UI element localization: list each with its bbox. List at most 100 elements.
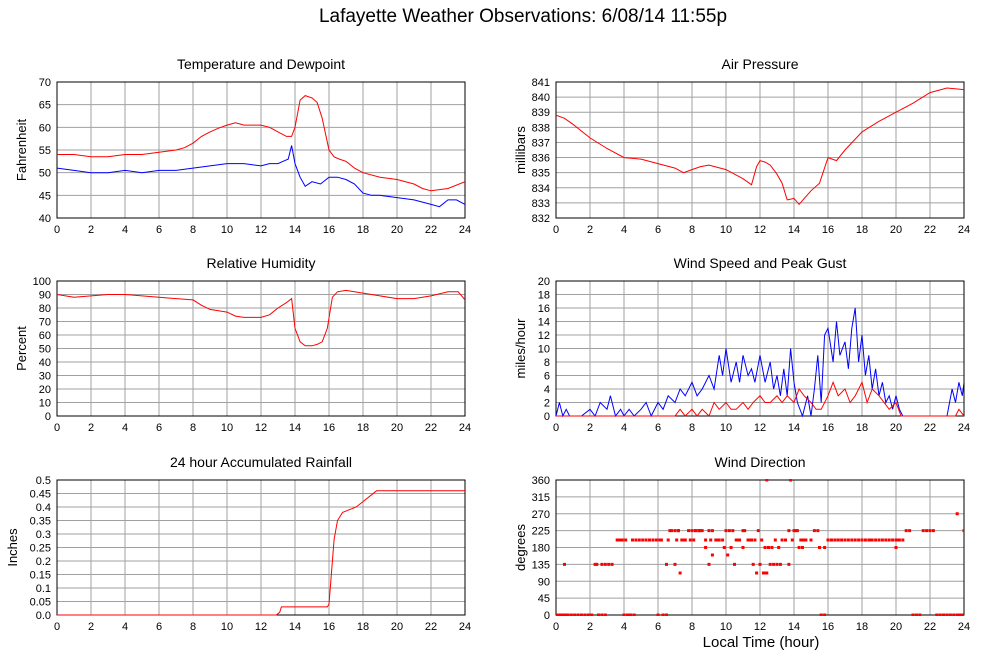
x-tick-label: 12 [754,224,766,236]
x-tick-label: 18 [856,422,868,434]
data-point [755,571,759,575]
data-point [869,538,872,542]
series-line-0 [556,87,964,206]
x-tick-label: 18 [357,422,369,434]
data-point [651,538,655,542]
data-point [911,613,915,616]
series-line-1 [556,380,964,417]
plot-frame [555,280,965,417]
chart-title: Wind Direction [714,454,805,470]
x-tick-label: 6 [655,422,661,434]
y-tick-label: 6 [544,371,550,383]
data-point [699,529,702,533]
x-tick-label: 0 [54,224,60,236]
y-tick-label: 836 [532,153,550,165]
x-tick-label: 2 [88,422,94,434]
x-tick-label: 24 [459,422,471,434]
data-point [857,538,861,542]
data-point [668,529,672,533]
data-point [683,538,687,542]
y-tick-label: 55 [39,145,51,157]
data-point [765,479,769,482]
data-point [795,529,799,533]
data-point [615,538,619,542]
data-point [829,538,833,542]
y-tick-label: 16 [538,303,550,315]
x-tick-label: 10 [720,621,732,633]
data-point [583,613,587,616]
data-point [918,613,922,616]
y-tick-label: 840 [532,92,550,104]
y-tick-label: 0.3 [36,529,51,541]
data-point [778,562,782,566]
x-tick-label: 24 [958,422,970,434]
y-tick-label: 90 [39,290,51,302]
y-tick-label: 837 [532,137,550,149]
data-point [945,613,949,616]
data-point [833,538,837,542]
x-tick-label: 20 [391,224,403,236]
x-tick-label: 18 [357,224,369,236]
data-point [790,538,794,542]
data-point [787,529,791,533]
y-tick-label: 40 [39,213,51,225]
chart-humidity: 0 2 4 6 8 10 12 14 16 18 20 22 240102030405060708090… [14,255,471,434]
y-tick-label: 30 [39,371,51,383]
y-tick-label: 832 [532,213,550,225]
data-point [797,546,801,549]
data-point [758,562,762,566]
x-tick-label: 14 [788,422,800,434]
x-tick-label: 10 [221,224,233,236]
data-point [726,553,730,557]
data-point [654,538,658,542]
data-point [692,538,696,542]
x-tick-label: 14 [289,422,301,434]
y-tick-label: 0.4 [36,502,51,514]
y-tick-label: 0.15 [30,570,51,582]
y-tick-label: 270 [532,509,550,521]
data-point [763,546,767,549]
x-tick-label: 2 [587,422,593,434]
data-point [673,562,677,566]
x-tick-label: 8 [190,621,196,633]
y-tick-label: 0.5 [36,475,51,487]
data-point [625,613,629,616]
y-tick-label: 838 [532,122,550,134]
x-tick-label: 8 [689,224,695,236]
data-point [887,538,891,542]
data-point [763,571,767,575]
y-tick-label: 60 [39,330,51,342]
x-tick-label: 16 [323,224,335,236]
x-tick-label: 6 [156,422,162,434]
data-point [595,562,599,566]
data-point [863,538,867,542]
data-point [661,613,665,616]
data-point [938,613,942,616]
data-point [627,613,631,616]
data-point [656,613,660,616]
data-point [722,546,726,549]
data-point [952,613,956,616]
data-point [765,571,769,575]
y-tick-label: 0.45 [30,489,51,501]
data-point [665,613,668,616]
y-tick-label: 0 [544,610,550,622]
y-axis-label: Percent [14,326,29,371]
x-tick-label: 2 [88,224,94,236]
data-point [901,538,905,542]
data-point [816,529,820,533]
x-tick-label: 10 [720,422,732,434]
data-point [884,538,888,542]
x-tick-label: 12 [255,621,267,633]
data-point [717,538,721,542]
data-point [603,562,607,566]
data-point [896,538,900,542]
plot-frame [555,479,965,616]
y-tick-label: 45 [538,593,550,605]
data-point [714,538,718,542]
chart-wind-speed: 0 2 4 6 8 10 12 14 16 18 20 22 2402468101214161820Wi… [513,255,970,434]
data-point [960,613,964,616]
chart-temperature: 0 2 4 6 8 10 12 14 16 18 20 22 2440455055606570Tempe… [14,56,471,236]
x-tick-label: 14 [788,224,800,236]
x-tick-label: 18 [856,621,868,633]
